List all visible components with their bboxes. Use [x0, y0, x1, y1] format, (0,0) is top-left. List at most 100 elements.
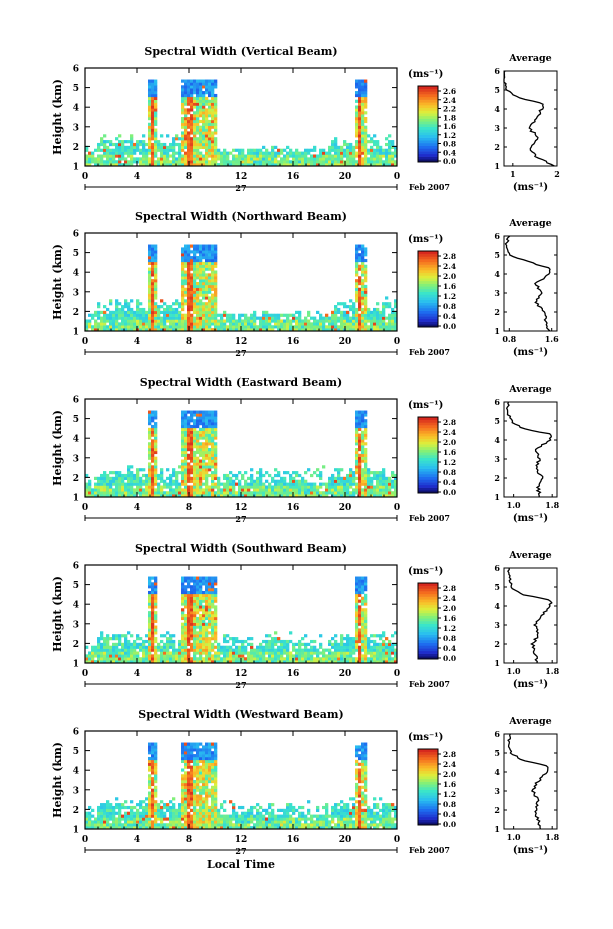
heatmap-cell: [193, 439, 197, 443]
heatmap-cell: [256, 491, 260, 495]
heatmap-cell: [340, 491, 344, 495]
heatmap-cell: [187, 88, 191, 92]
heatmap-cell: [355, 611, 359, 615]
heatmap-cell: [163, 154, 167, 158]
heatmap-cell: [199, 310, 203, 314]
heatmap-cell: [313, 491, 317, 495]
heatmap-cell: [388, 660, 392, 664]
heatmap-cell: [151, 99, 155, 103]
heatmap-cell: [139, 657, 143, 661]
x-tick-label: 0: [82, 669, 88, 679]
x-tick-label: 8: [186, 669, 192, 679]
heatmap-cell: [202, 579, 206, 583]
heatmap-cell: [199, 614, 203, 618]
heatmap-cell: [358, 96, 362, 100]
heatmap-cell: [85, 160, 89, 164]
heatmap-cell: [136, 145, 140, 149]
profile-y-tick-label: 6: [494, 397, 500, 407]
heatmap-cell: [364, 287, 368, 291]
heatmap-cell: [184, 276, 188, 280]
heatmap-cell: [208, 151, 212, 155]
heatmap-cell: [292, 154, 296, 158]
heatmap-cell: [187, 279, 191, 283]
heatmap-cell: [127, 310, 131, 314]
colorbar-tick-label: 2.0: [443, 438, 456, 447]
heatmap-cell: [199, 642, 203, 646]
heatmap-cell: [214, 448, 218, 452]
heatmap-cell: [295, 148, 299, 152]
heatmap-cell: [190, 125, 194, 129]
heatmap-cell: [364, 433, 368, 437]
heatmap-cell: [259, 651, 263, 655]
heatmap-cell: [202, 293, 206, 297]
heatmap-cell: [154, 122, 158, 126]
heatmap-cell: [151, 142, 155, 147]
heatmap-cell: [220, 325, 224, 329]
heatmap-cell: [193, 459, 197, 463]
heatmap-cell: [325, 157, 329, 161]
heatmap-cell: [262, 163, 266, 167]
heatmap-cell: [376, 328, 380, 332]
heatmap-cell: [364, 273, 368, 277]
heatmap-cell: [148, 148, 152, 152]
heatmap-cell: [361, 299, 365, 303]
heatmap-cell: [382, 476, 386, 480]
heatmap-cell: [340, 485, 344, 489]
heatmap-cell: [298, 151, 302, 155]
heatmap-cell: [196, 322, 200, 326]
heatmap-cell: [232, 328, 236, 332]
heatmap-cell: [394, 299, 398, 303]
heatmap-cell: [280, 148, 284, 152]
heatmap-cell: [145, 488, 149, 492]
heatmap-cell: [148, 310, 152, 314]
heatmap-cell: [244, 163, 248, 167]
heatmap-cell: [256, 163, 260, 167]
heatmap-cell: [121, 145, 125, 149]
heatmap-cell: [220, 328, 224, 332]
heatmap-cell: [235, 325, 239, 329]
heatmap-cell: [199, 140, 203, 144]
heatmap-cell: [157, 322, 161, 326]
heatmap-cell: [373, 654, 377, 658]
heatmap-cell: [361, 302, 365, 306]
heatmap-cell: [235, 494, 239, 498]
heatmap-cell: [358, 634, 362, 638]
heatmap-cell: [148, 651, 152, 655]
heatmap-cell: [154, 296, 158, 300]
heatmap-cell: [103, 319, 107, 323]
heatmap-cell: [298, 654, 302, 658]
heatmap-cell: [214, 660, 218, 664]
heatmap-cell: [226, 479, 230, 483]
heatmap-cell: [205, 250, 209, 254]
heatmap-cell: [364, 616, 368, 621]
heatmap-cell: [109, 160, 113, 164]
heatmap-cell: [211, 491, 215, 495]
heatmap-cell: [280, 488, 284, 492]
heatmap-cell: [109, 476, 113, 480]
heatmap-cell: [193, 494, 197, 498]
heatmap-cell: [343, 485, 347, 489]
heatmap-cell: [388, 657, 392, 661]
heatmap-cell: [343, 305, 347, 309]
heatmap-cell: [190, 273, 194, 277]
heatmap-cell: [355, 436, 359, 440]
heatmap-cell: [214, 491, 218, 495]
heatmap-cell: [253, 648, 257, 652]
heatmap-cell: [202, 82, 206, 86]
heatmap-cell: [112, 637, 116, 641]
heatmap-cell: [166, 310, 170, 314]
heatmap-cell: [394, 651, 398, 655]
heatmap-cell: [133, 473, 137, 478]
heatmap-cell: [181, 96, 185, 100]
heatmap-cell: [193, 296, 197, 300]
heatmap-cell: [193, 96, 197, 100]
heatmap-cell: [160, 319, 164, 323]
heatmap-cell: [154, 108, 158, 112]
heatmap-cell: [154, 319, 158, 323]
heatmap-cell: [358, 302, 362, 306]
heatmap-cell: [196, 154, 200, 158]
heatmap-cell: [163, 157, 167, 161]
heatmap-cell: [211, 328, 215, 332]
heatmap-cell: [145, 473, 149, 478]
heatmap-cell: [148, 108, 152, 112]
